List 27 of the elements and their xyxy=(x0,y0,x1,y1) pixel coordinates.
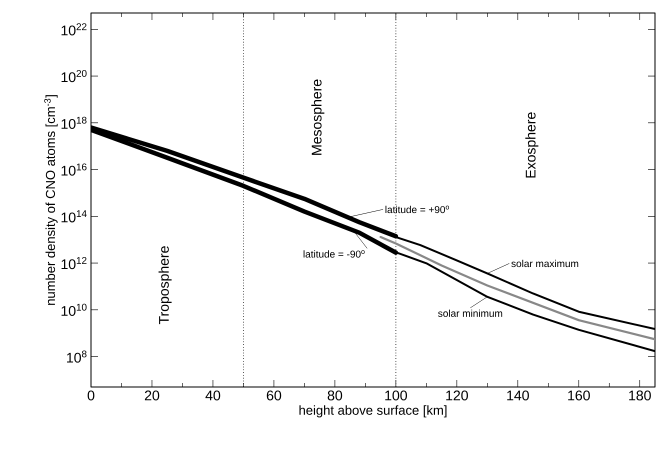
x-tick-label: 40 xyxy=(205,390,220,400)
annotation: latitude = -90$^{o}$ xyxy=(304,250,365,258)
y-tick-label: 10$^{22}$ xyxy=(62,23,86,36)
y-tick-label: 10$^{8}$ xyxy=(67,350,87,363)
x-tick-label: 140 xyxy=(507,390,529,400)
annotation: solar maximum xyxy=(511,260,578,268)
y-axis-title: number density of CNO atoms [cm$^{-3}$] xyxy=(44,95,58,305)
x-tick-label: 20 xyxy=(144,390,160,400)
y-tick-label: 10$^{20}$ xyxy=(62,70,87,82)
x-axis-title: height above surface [km] xyxy=(299,405,446,418)
x-tick-label: 180 xyxy=(629,390,651,400)
x-tick-label: 80 xyxy=(328,390,342,400)
y-tick-label: 10$^{18}$ xyxy=(62,116,87,129)
annotation: latitude = +90$^{o}$ xyxy=(386,206,450,214)
annotation: solar minimum xyxy=(438,310,502,317)
y-tick-label: 10$^{14}$ xyxy=(62,210,87,222)
x-tick-label: 0 xyxy=(88,390,94,400)
annotation: Mesosphere xyxy=(311,80,324,155)
x-tick-label: 100 xyxy=(385,390,407,400)
x-tick-label: 160 xyxy=(568,390,590,400)
annotation: Troposphere xyxy=(158,246,172,324)
y-tick-label: 10$^{10}$ xyxy=(62,304,87,316)
x-tick-label: 120 xyxy=(446,390,468,400)
y-tick-label: 10$^{16}$ xyxy=(62,163,87,176)
y-tick-label: 10$^{12}$ xyxy=(62,256,86,270)
annotation: Exosphere xyxy=(525,112,538,178)
x-tick-label: 60 xyxy=(266,390,282,400)
